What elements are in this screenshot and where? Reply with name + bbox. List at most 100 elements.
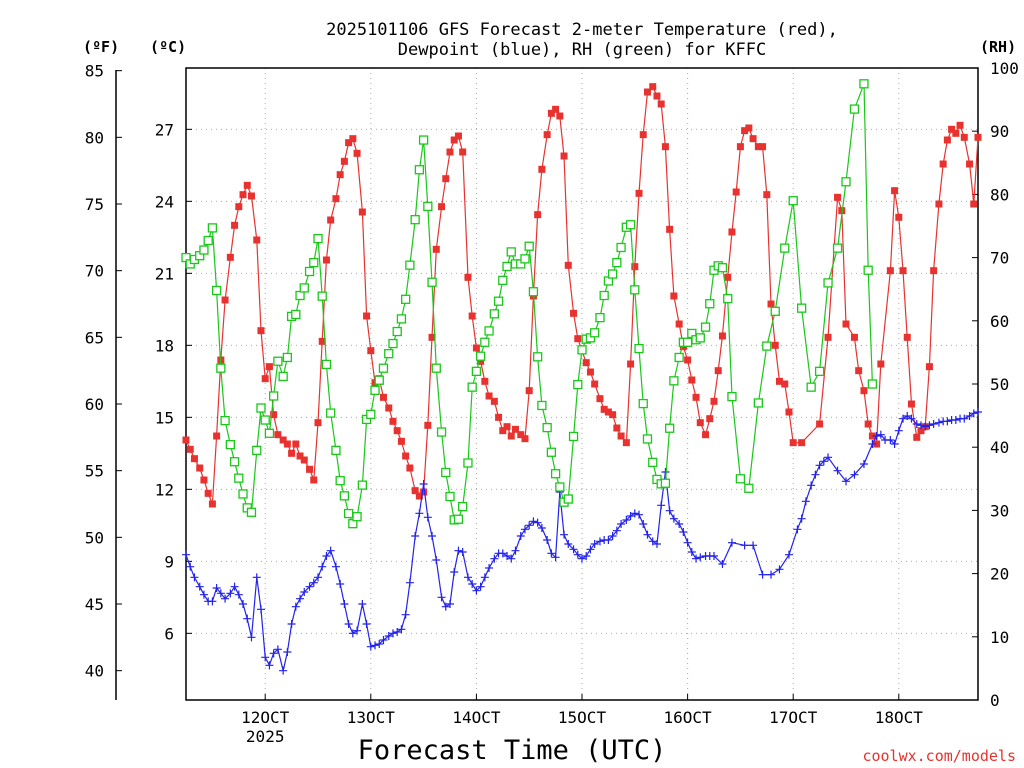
dewpoint-point [916, 421, 925, 430]
temperature-point [939, 160, 947, 168]
temperature-point [574, 335, 582, 343]
dewpoint-point [309, 578, 318, 587]
temperature-point [200, 476, 208, 484]
rh-point [211, 285, 222, 296]
rh-point [780, 243, 790, 253]
dewpoint-point [626, 512, 635, 520]
rh-point [207, 223, 218, 233]
temperature-point [226, 253, 234, 261]
f-tick-label: 55 [85, 462, 104, 481]
dewpoint-point [807, 481, 816, 490]
temperature-point [570, 309, 578, 317]
temperature-point [627, 360, 635, 368]
rh-point [246, 507, 257, 517]
temperature-point [442, 175, 450, 183]
rh-point [590, 328, 600, 338]
rh-point [427, 277, 437, 287]
dewpoint-point [842, 477, 850, 486]
rh-point [493, 296, 504, 306]
dewpoint-point [586, 545, 595, 554]
rh-point [616, 242, 626, 253]
rh-point [528, 287, 539, 297]
rh-point [431, 363, 441, 373]
temperature-point [970, 200, 978, 208]
rh-point [607, 269, 618, 279]
rh-point [648, 457, 658, 468]
rh-point [550, 469, 561, 479]
temperature-point [472, 344, 480, 352]
dewpoint-point [208, 597, 217, 606]
temperature-point [402, 452, 410, 460]
temperature-point [340, 157, 348, 165]
temperature-point [960, 133, 968, 141]
x-tick-label: 16OCT [664, 708, 713, 727]
temperature-point [775, 377, 783, 385]
rh-point [849, 104, 860, 114]
rh-point [537, 400, 547, 411]
temperature-point [432, 245, 440, 253]
dewpoint-point [710, 552, 718, 560]
temperature-point [204, 489, 212, 497]
temperature-point [834, 193, 842, 201]
temperature-point [913, 433, 921, 441]
temperature-point [696, 419, 704, 427]
rh-point [374, 375, 384, 385]
dewpoint-point [401, 610, 410, 619]
f-tick-label: 50 [85, 528, 104, 547]
temperature-point [358, 208, 366, 216]
temperature-point [345, 139, 353, 147]
credit-link[interactable]: coolwx.com/models [862, 747, 1016, 765]
temperature-point [424, 421, 432, 429]
temperature-point [860, 387, 868, 395]
temperature-point [253, 236, 261, 244]
temperature-point [270, 411, 278, 419]
rh-point [278, 371, 288, 382]
dewpoint-point [243, 614, 252, 623]
rh-point [475, 351, 486, 361]
rh-point [634, 343, 644, 354]
temperature-point [749, 135, 757, 143]
temperature-point [899, 267, 907, 275]
dewpoint-point [318, 562, 327, 571]
temperature-point [397, 437, 405, 445]
dewpoint-point [537, 524, 546, 532]
dewpoint-point [273, 645, 282, 654]
dewpoint-point [657, 501, 666, 510]
temperature-point [917, 427, 925, 435]
temperature-point [306, 465, 314, 473]
dewpoint-point [612, 526, 621, 535]
temperature-point [511, 425, 519, 433]
rh-point [630, 285, 640, 295]
temperature-point [349, 135, 357, 143]
dewpoint-point [661, 468, 670, 476]
temperature-point [653, 92, 661, 100]
dewpoint-point [543, 536, 552, 544]
rh-point [700, 322, 711, 332]
temperature-point [702, 431, 710, 439]
dewpoint-point [793, 525, 802, 534]
dewpoint-point [775, 565, 784, 574]
dewpoint-point [379, 636, 388, 644]
dewpoint-point [665, 506, 674, 515]
temperature-point [718, 332, 726, 340]
dewpoint-point [503, 552, 512, 560]
temperature-point [789, 439, 797, 447]
rh-tick-label: 80 [990, 185, 1009, 204]
temperature-point [966, 160, 974, 168]
dewpoint-point [326, 546, 335, 555]
dewpoint-point [300, 588, 309, 596]
temperature-point [292, 440, 300, 448]
dewpoint-point [221, 594, 230, 603]
temperature-point [877, 360, 885, 368]
temperature-point [670, 292, 678, 300]
rh-tick-label: 30 [990, 501, 1009, 520]
rh-point [664, 423, 675, 433]
temperature-point [547, 109, 555, 117]
temperature-point [891, 187, 899, 195]
dewpoint-point [182, 550, 190, 559]
rh-point [366, 409, 376, 419]
rh-point [343, 508, 354, 519]
dewpoint-line [185, 411, 979, 671]
temperature-point [873, 440, 881, 448]
temperature-point [903, 333, 911, 341]
